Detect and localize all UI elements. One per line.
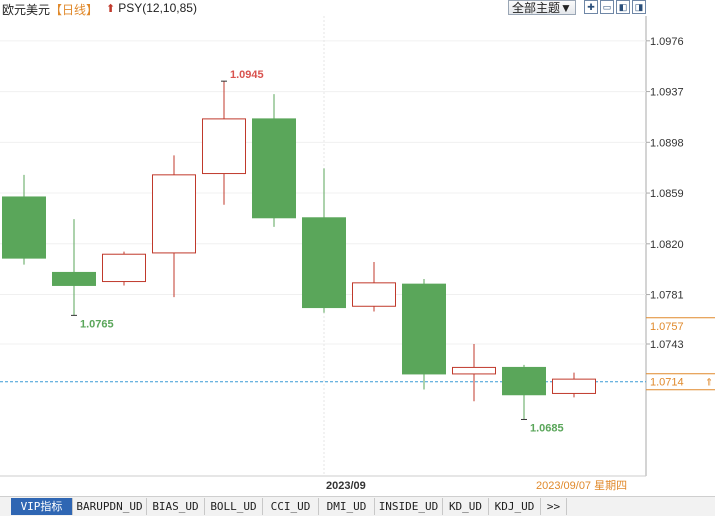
indicator-tab[interactable]: INSIDE_UD — [375, 498, 443, 515]
x-tick-label: 2023/09 — [326, 480, 366, 492]
candle-down — [302, 217, 346, 309]
indicator-tab[interactable]: KDJ_UD — [489, 498, 541, 515]
symbol-title: 欧元美元【日线】 — [2, 1, 98, 18]
y-tick-label: 1.0898 — [650, 137, 684, 149]
zoom-in-icon[interactable]: ✚ — [584, 0, 598, 14]
candle-down — [502, 366, 546, 396]
extreme-label: 1.0765 — [80, 318, 114, 330]
indicator-tab[interactable]: >> — [541, 498, 567, 515]
candle-up — [102, 253, 146, 283]
y-tick-label: 1.0781 — [650, 290, 684, 302]
y-tick-label: 1.0743 — [650, 339, 684, 351]
extreme-label: 1.0945 — [230, 69, 264, 81]
zoom-out-icon[interactable]: ▭ — [600, 0, 614, 14]
indicator-tab[interactable]: BARUPDN_UD — [73, 498, 147, 515]
y-tick-label: 1.0976 — [650, 36, 684, 48]
price-tag-label: 1.0757 — [650, 321, 684, 333]
scroll-left-icon[interactable]: ◧ — [616, 0, 630, 14]
current-date-label: 2023/09/07 星期四 — [536, 479, 627, 492]
scroll-right-icon[interactable]: ◨ — [632, 0, 646, 14]
symbol-name: 欧元美元 — [2, 3, 51, 17]
chart-header: 欧元美元【日线】 ⬆ PSY(12,10,85) 全部主题▼ ✚ ▭ ◧ ◨ — [0, 0, 715, 18]
price-tag-label: 1.0714 — [650, 377, 684, 389]
candle-up — [352, 282, 396, 307]
indicator-tab[interactable]: BIAS_UD — [147, 498, 205, 515]
indicator-tab[interactable]: KD_UD — [443, 498, 489, 515]
indicator-label[interactable]: ⬆ PSY(12,10,85) — [106, 1, 197, 15]
current-price-arrow-icon: ⇑ — [705, 378, 713, 389]
indicator-tab[interactable]: VIP指标 — [11, 498, 73, 515]
candle-down — [2, 196, 46, 259]
candle-up — [202, 118, 246, 175]
candle-down — [52, 271, 96, 286]
candle-down — [252, 118, 296, 219]
y-tick-label: 1.0859 — [650, 188, 684, 200]
candlestick-chart[interactable]: 1.0976 1.0937 1.0898 1.0859 1.0820 1.0781 1.07… — [0, 0, 715, 496]
indicator-tabs: VIP指标 BARUPDN_UD BIAS_UD BOLL_UD CCI_UD DMI_U… — [0, 496, 715, 516]
extreme-label: 1.0685 — [530, 422, 564, 434]
y-tick-label: 1.0820 — [650, 239, 684, 251]
y-tick-label: 1.0937 — [650, 87, 684, 99]
indicator-name: PSY(12,10,85) — [118, 1, 197, 15]
period-label[interactable]: 【日线】 — [50, 3, 99, 17]
indicator-tab[interactable]: DMI_UD — [319, 498, 375, 515]
indicator-tab[interactable]: CCI_UD — [263, 498, 319, 515]
candle-up — [152, 174, 196, 254]
candle-up — [552, 378, 596, 394]
candle-up — [452, 366, 496, 375]
indicator-arrow-icon[interactable]: ⬆ — [106, 3, 116, 15]
theme-button[interactable]: 全部主题▼ — [508, 0, 576, 15]
candle-down — [402, 283, 446, 375]
indicator-tab[interactable]: BOLL_UD — [205, 498, 263, 515]
